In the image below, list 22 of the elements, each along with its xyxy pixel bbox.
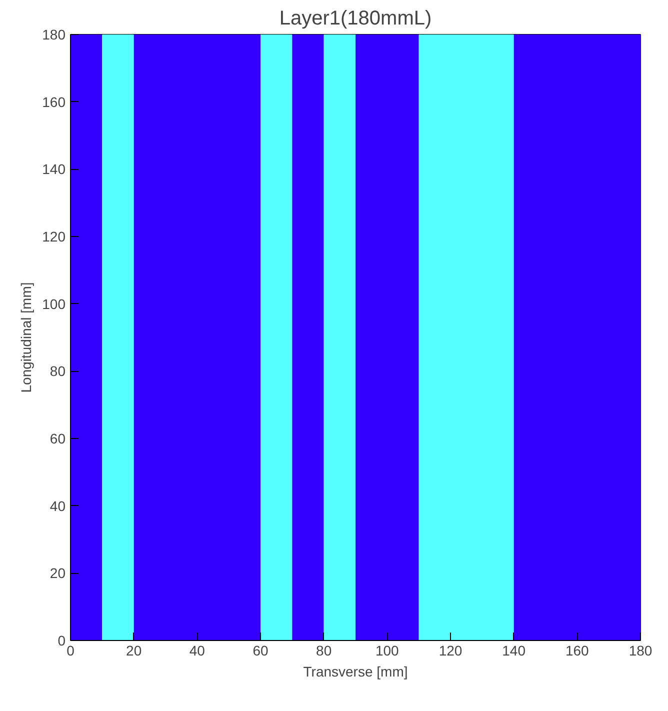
x-tick-label: 80 xyxy=(316,642,332,658)
y-tick-label: 60 xyxy=(50,430,66,446)
x-tick-label: 100 xyxy=(375,642,400,658)
x-tick-label: 20 xyxy=(126,642,142,658)
x-tick-label: 140 xyxy=(502,642,526,658)
y-axis-title: Longitudinal [mm] xyxy=(18,282,34,393)
chart-title: Layer1(180mmL) xyxy=(279,8,432,30)
y-tick-label: 40 xyxy=(50,498,66,514)
y-tick-label: 120 xyxy=(42,228,66,244)
y-tick-label: 20 xyxy=(50,565,66,582)
x-tick-label: 40 xyxy=(189,642,206,658)
y-tick-label: 80 xyxy=(50,363,66,380)
y-tick-label: 100 xyxy=(42,296,66,312)
x-tick-label: 180 xyxy=(628,642,652,658)
y-tick-label: 180 xyxy=(42,26,66,42)
y-tick-label: 160 xyxy=(42,94,66,110)
y-tick-label: 0 xyxy=(58,632,66,648)
x-tick-label: 60 xyxy=(252,642,268,658)
x-tick-label: 120 xyxy=(438,642,462,658)
x-tick-label: 160 xyxy=(565,642,590,658)
y-tick-label: 140 xyxy=(42,161,66,178)
x-axis-title: Transverse [mm] xyxy=(303,664,408,680)
